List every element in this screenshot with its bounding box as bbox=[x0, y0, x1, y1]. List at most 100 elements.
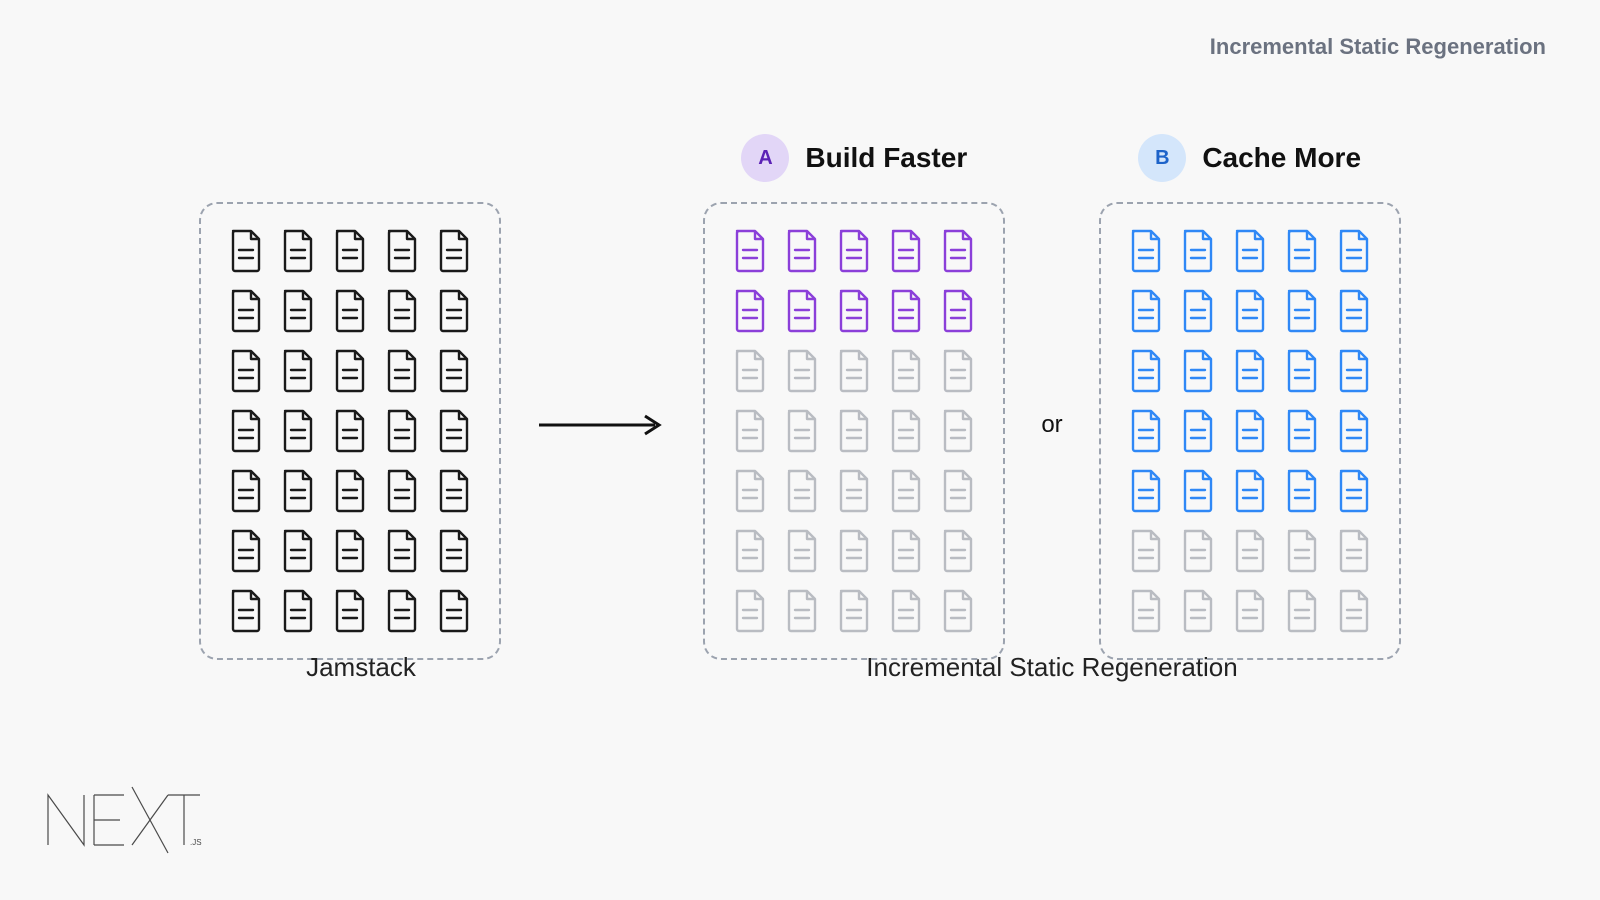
document-icon bbox=[227, 348, 265, 394]
document-icon bbox=[279, 288, 317, 334]
document-icon bbox=[939, 288, 977, 334]
document-icon bbox=[227, 228, 265, 274]
document-icon bbox=[279, 588, 317, 634]
document-icon bbox=[835, 468, 873, 514]
document-icon bbox=[1283, 588, 1321, 634]
document-icon bbox=[887, 348, 925, 394]
document-icon bbox=[835, 588, 873, 634]
document-icon bbox=[835, 348, 873, 394]
document-icon bbox=[331, 528, 369, 574]
document-icon bbox=[227, 408, 265, 454]
document-icon bbox=[939, 588, 977, 634]
document-icon bbox=[1335, 348, 1373, 394]
document-icon bbox=[783, 348, 821, 394]
document-icon bbox=[887, 588, 925, 634]
document-icon bbox=[331, 408, 369, 454]
jamstack-box bbox=[199, 202, 501, 660]
document-icon bbox=[279, 408, 317, 454]
document-icon bbox=[227, 528, 265, 574]
document-icon bbox=[1179, 228, 1217, 274]
document-icon bbox=[227, 468, 265, 514]
document-icon bbox=[435, 528, 473, 574]
document-icon bbox=[279, 528, 317, 574]
document-icon bbox=[331, 348, 369, 394]
document-icon bbox=[1335, 408, 1373, 454]
document-icon bbox=[383, 588, 421, 634]
document-icon bbox=[731, 228, 769, 274]
document-icon bbox=[227, 288, 265, 334]
jamstack-caption: Jamstack bbox=[210, 652, 512, 683]
document-icon bbox=[1127, 348, 1165, 394]
document-icon bbox=[1335, 528, 1373, 574]
document-icon bbox=[435, 228, 473, 274]
document-icon bbox=[1335, 288, 1373, 334]
document-icon bbox=[1127, 468, 1165, 514]
document-icon bbox=[783, 588, 821, 634]
document-icon bbox=[731, 348, 769, 394]
icon-row bbox=[731, 348, 977, 394]
document-icon bbox=[1283, 228, 1321, 274]
document-icon bbox=[1283, 348, 1321, 394]
document-icon bbox=[435, 588, 473, 634]
document-icon bbox=[887, 228, 925, 274]
document-icon bbox=[783, 288, 821, 334]
diagram-stage: XX bbox=[0, 130, 1600, 660]
icon-row bbox=[731, 588, 977, 634]
document-icon bbox=[435, 288, 473, 334]
document-icon bbox=[887, 408, 925, 454]
document-icon bbox=[331, 468, 369, 514]
icon-row bbox=[227, 408, 473, 454]
document-icon bbox=[887, 468, 925, 514]
jamstack-column: XX bbox=[199, 130, 501, 660]
document-icon bbox=[1127, 288, 1165, 334]
document-icon bbox=[939, 228, 977, 274]
document-icon bbox=[835, 228, 873, 274]
document-icon bbox=[783, 468, 821, 514]
badge-a: A bbox=[741, 134, 789, 182]
icon-row bbox=[731, 468, 977, 514]
document-icon bbox=[1127, 528, 1165, 574]
badge-b: B bbox=[1138, 134, 1186, 182]
icon-row bbox=[1127, 468, 1373, 514]
icon-row bbox=[731, 528, 977, 574]
document-icon bbox=[279, 468, 317, 514]
document-icon bbox=[227, 588, 265, 634]
caption-row: Jamstack Incremental Static Regeneration bbox=[0, 652, 1600, 683]
arrow-icon bbox=[537, 413, 667, 437]
document-icon bbox=[1231, 408, 1269, 454]
header-label: Incremental Static Regeneration bbox=[1210, 34, 1546, 60]
document-icon bbox=[331, 288, 369, 334]
document-icon bbox=[383, 408, 421, 454]
panel-a-title: Build Faster bbox=[805, 142, 967, 174]
document-icon bbox=[1179, 468, 1217, 514]
icon-row bbox=[1127, 348, 1373, 394]
or-separator: or bbox=[1041, 351, 1062, 439]
icon-row bbox=[1127, 528, 1373, 574]
document-icon bbox=[887, 288, 925, 334]
panel-a-column: A Build Faster bbox=[703, 130, 1005, 660]
document-icon bbox=[1283, 468, 1321, 514]
document-icon bbox=[1179, 588, 1217, 634]
document-icon bbox=[1179, 348, 1217, 394]
document-icon bbox=[1335, 468, 1373, 514]
document-icon bbox=[939, 348, 977, 394]
panel-b-header: B Cache More bbox=[1138, 130, 1361, 186]
document-icon bbox=[835, 408, 873, 454]
document-icon bbox=[279, 348, 317, 394]
document-icon bbox=[383, 228, 421, 274]
document-icon bbox=[1231, 348, 1269, 394]
icon-row bbox=[227, 588, 473, 634]
document-icon bbox=[1283, 528, 1321, 574]
document-icon bbox=[383, 288, 421, 334]
document-icon bbox=[1179, 288, 1217, 334]
document-icon bbox=[783, 528, 821, 574]
document-icon bbox=[939, 468, 977, 514]
spacer bbox=[548, 652, 678, 683]
arrow bbox=[537, 353, 667, 437]
document-icon bbox=[1179, 408, 1217, 454]
document-icon bbox=[1127, 228, 1165, 274]
document-icon bbox=[1283, 408, 1321, 454]
document-icon bbox=[939, 408, 977, 454]
icon-row bbox=[1127, 288, 1373, 334]
document-icon bbox=[1231, 588, 1269, 634]
